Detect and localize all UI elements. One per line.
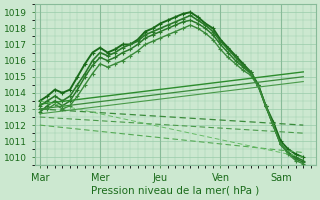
X-axis label: Pression niveau de la mer( hPa ): Pression niveau de la mer( hPa ) (91, 186, 260, 196)
